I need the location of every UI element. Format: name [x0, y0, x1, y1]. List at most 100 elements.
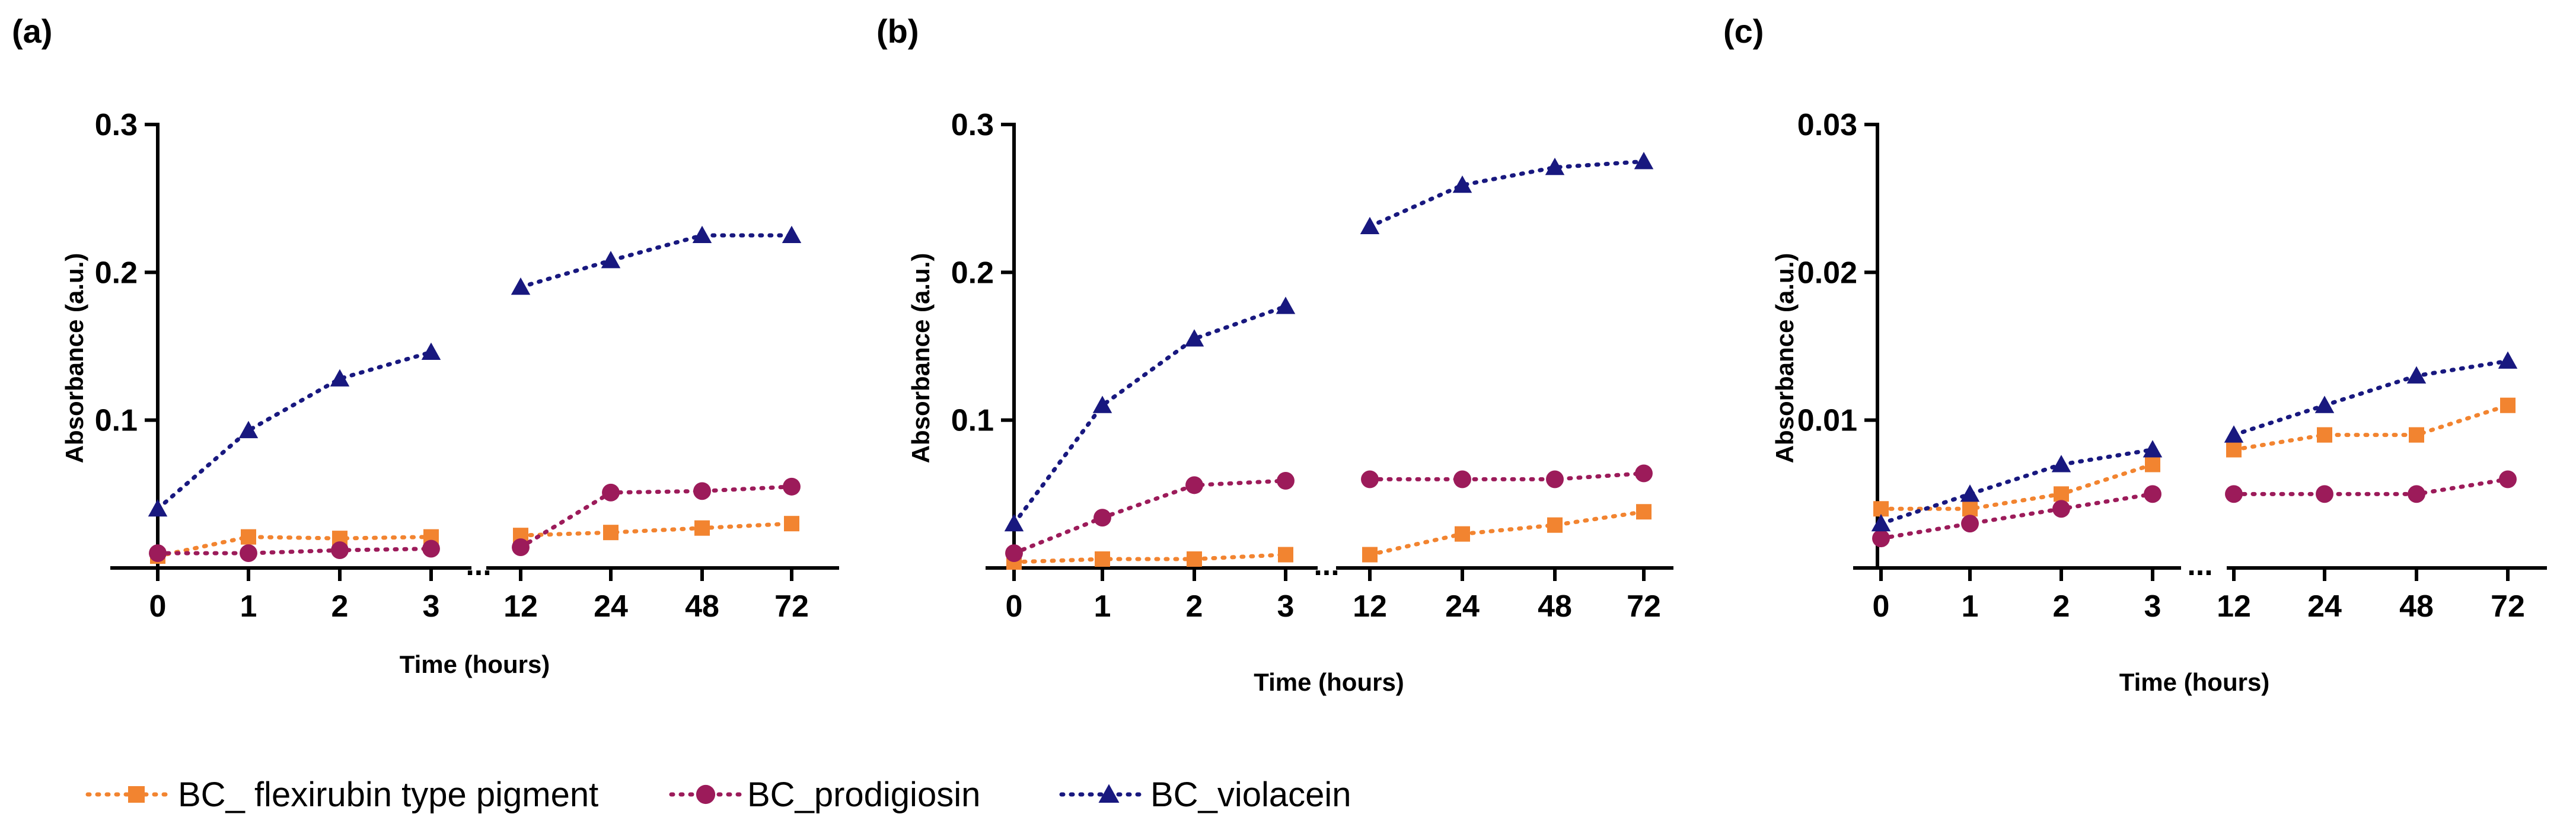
data-point	[1004, 513, 1024, 532]
legend: BC_ flexirubin type pigment BC_prodigiosi…	[85, 775, 1351, 814]
series-line	[2231, 359, 2510, 438]
data-point	[2054, 486, 2069, 502]
series-line	[1367, 471, 1646, 481]
data-point	[1960, 484, 1980, 502]
data-point	[2226, 442, 2242, 458]
data-point	[1961, 515, 1979, 533]
data-point	[1187, 551, 1202, 567]
x-tick-label: 12	[2217, 589, 2251, 624]
x-tick-label: 1	[240, 589, 257, 624]
data-point	[1360, 216, 1380, 235]
data-point	[241, 529, 256, 545]
y-tick-label: 0.1	[951, 404, 994, 438]
y-tick-label: 0.02	[1797, 256, 1857, 290]
data-point	[511, 277, 531, 295]
legend-label: BC_violacein	[1150, 775, 1351, 814]
legend-item-triangle: BC_violacein	[1059, 775, 1351, 814]
panel-letter: (a)	[12, 12, 52, 50]
panel-letter: (c)	[1723, 12, 1764, 50]
data-point	[1276, 296, 1296, 314]
series-triangle	[1871, 351, 2518, 532]
data-point	[1277, 471, 1295, 490]
data-point	[1092, 395, 1112, 413]
data-point	[512, 538, 530, 557]
x-tick-label: 24	[2307, 589, 2342, 624]
x-tick-label: 1	[1962, 589, 1979, 624]
y-tick-label: 0.01	[1797, 404, 1857, 438]
x-tick-label: 3	[1277, 589, 1295, 624]
data-point	[421, 342, 441, 360]
x-tick-label: 72	[774, 589, 809, 624]
series-line	[1879, 462, 2155, 511]
series-line	[1367, 509, 1646, 557]
series-line	[155, 350, 433, 511]
x-tick-label: 2	[331, 589, 349, 624]
x-tick-label: 12	[503, 589, 538, 624]
series-square	[1006, 504, 1652, 570]
data-point	[1093, 509, 1111, 527]
x-tick-label: 12	[1353, 589, 1387, 624]
x-tick-label: 2	[1186, 589, 1203, 624]
data-point	[1545, 158, 1565, 175]
x-tick-label: 24	[1445, 589, 1480, 624]
y-tick-label: 0.3	[951, 108, 994, 142]
series-line	[1879, 448, 2155, 526]
x-tick-label: 24	[594, 589, 628, 624]
legend-label: BC_ flexirubin type pigment	[178, 775, 598, 814]
legend-item-circle: BC_prodigiosin	[669, 775, 980, 814]
y-tick-label: 0.03	[1797, 108, 1857, 142]
data-point	[1871, 513, 1891, 532]
data-point	[603, 525, 619, 541]
series-line	[155, 535, 433, 558]
x-tick-label: 1	[1094, 589, 1111, 624]
x-tick-label: 72	[2491, 589, 2525, 624]
y-axis-title: Absorbance (a.u.)	[907, 253, 935, 464]
data-point	[1185, 476, 1203, 494]
data-point	[1453, 470, 1471, 489]
data-point	[330, 369, 350, 387]
x-tick-label: 48	[1538, 589, 1572, 624]
data-point	[2051, 455, 2071, 473]
data-point	[1962, 501, 1978, 517]
data-point	[2409, 427, 2424, 443]
data-point	[1635, 464, 1653, 483]
series-line	[518, 521, 794, 538]
legend-marker	[128, 786, 145, 803]
series-triangle	[148, 225, 802, 517]
series-square	[1873, 397, 2516, 517]
x-tick-label: 48	[685, 589, 719, 624]
axis-break-marker: ...	[466, 548, 491, 582]
data-point	[784, 516, 799, 532]
data-point	[1455, 526, 1470, 542]
data-point	[2145, 456, 2160, 473]
y-tick-label: 0.2	[95, 256, 138, 290]
data-point	[2316, 485, 2333, 503]
series-circle	[149, 477, 801, 563]
data-point	[149, 544, 167, 563]
series-circle	[1872, 470, 2517, 548]
series-line	[518, 233, 794, 289]
data-point	[2500, 397, 2516, 413]
series-line	[1012, 304, 1288, 526]
data-point	[1095, 551, 1110, 567]
data-point	[2498, 351, 2518, 369]
data-point	[601, 251, 621, 269]
data-point	[238, 420, 259, 439]
y-tick-label: 0.2	[951, 256, 994, 290]
data-point	[693, 482, 711, 500]
data-point	[692, 225, 712, 243]
data-point	[2317, 427, 2332, 443]
data-point	[694, 520, 710, 536]
series-line	[518, 484, 794, 550]
data-point	[2314, 395, 2335, 413]
data-point	[148, 499, 168, 517]
data-point	[1361, 470, 1379, 489]
data-point	[1005, 544, 1023, 563]
data-point	[782, 225, 802, 243]
y-axis-title: Absorbance (a.u.)	[1771, 253, 1799, 464]
data-point	[2143, 440, 2163, 458]
